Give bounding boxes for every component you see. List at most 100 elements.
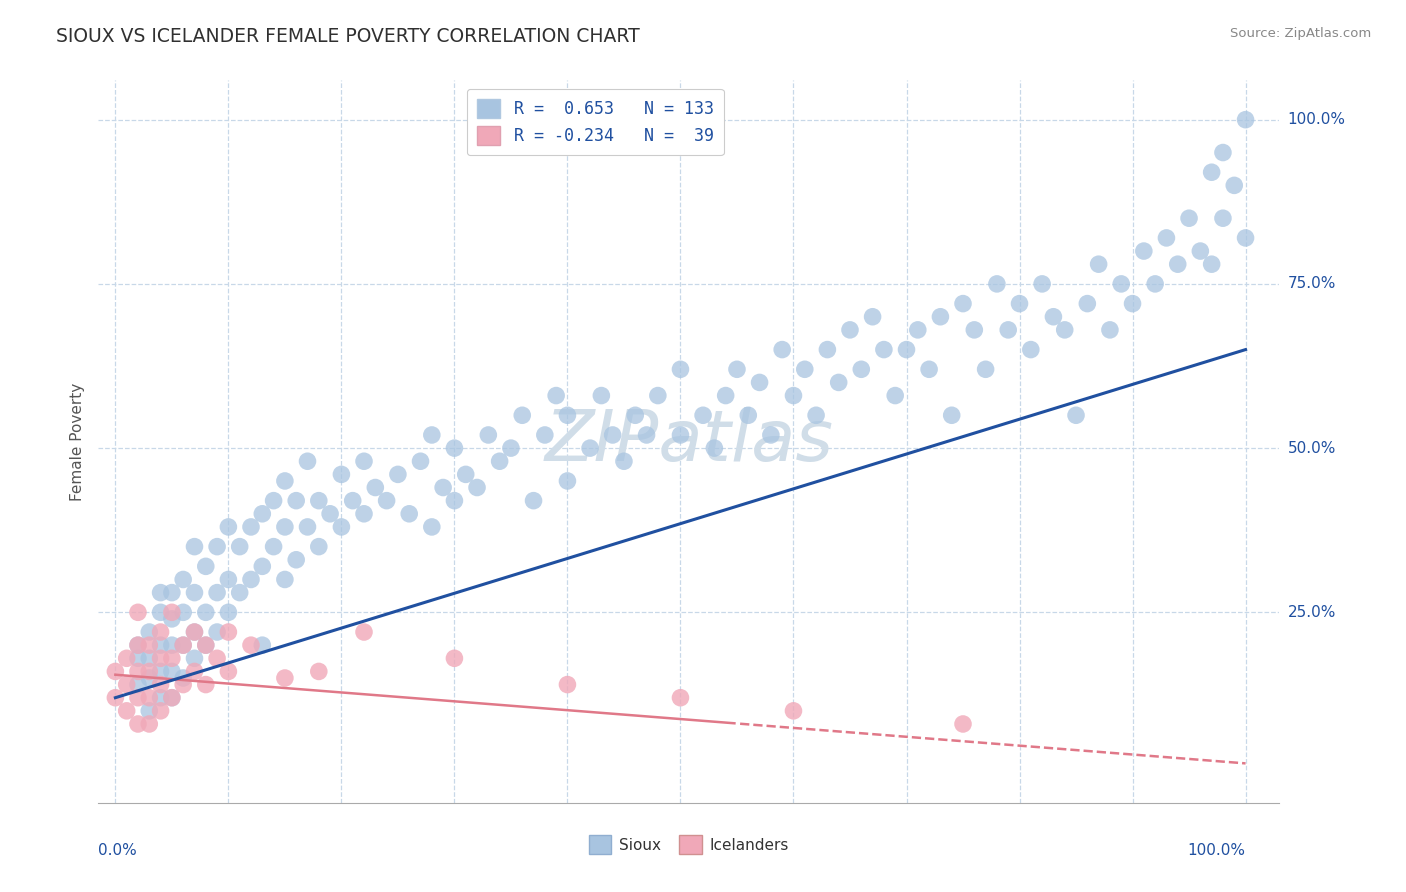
Point	[815, 343, 838, 357]
Point	[974, 362, 997, 376]
Text: SIOUX VS ICELANDER FEMALE POVERTY CORRELATION CHART: SIOUX VS ICELANDER FEMALE POVERTY CORREL…	[56, 27, 640, 45]
Point	[217, 665, 239, 679]
Point	[172, 638, 194, 652]
Point	[194, 677, 217, 691]
Point	[228, 540, 250, 554]
Point	[194, 638, 217, 652]
Text: 50.0%: 50.0%	[1288, 441, 1336, 456]
Point	[1201, 165, 1223, 179]
Text: 100.0%: 100.0%	[1188, 843, 1246, 857]
Point	[591, 388, 613, 402]
Point	[330, 467, 353, 482]
Point	[308, 665, 330, 679]
Point	[330, 520, 353, 534]
Point	[353, 625, 375, 640]
Point	[839, 323, 862, 337]
Point	[443, 651, 465, 665]
Point	[1189, 244, 1212, 258]
Point	[217, 520, 239, 534]
Point	[297, 520, 319, 534]
Point	[1156, 231, 1178, 245]
Point	[240, 573, 263, 587]
Point	[149, 690, 172, 705]
Point	[1098, 323, 1121, 337]
Point	[274, 520, 297, 534]
Point	[737, 409, 759, 423]
Point	[149, 704, 172, 718]
Point	[465, 481, 488, 495]
Point	[714, 388, 737, 402]
Point	[127, 638, 149, 652]
Text: 100.0%: 100.0%	[1288, 112, 1346, 128]
Point	[160, 690, 183, 705]
Point	[782, 704, 804, 718]
Point	[172, 638, 194, 652]
Point	[387, 467, 409, 482]
Point	[669, 362, 692, 376]
Point	[217, 625, 239, 640]
Point	[602, 428, 624, 442]
Point	[308, 493, 330, 508]
Point	[1064, 409, 1087, 423]
Point	[929, 310, 952, 324]
Point	[138, 625, 160, 640]
Point	[127, 605, 149, 619]
Point	[205, 651, 228, 665]
Point	[454, 467, 477, 482]
Point	[692, 409, 714, 423]
Point	[127, 651, 149, 665]
Point	[297, 454, 319, 468]
Point	[172, 573, 194, 587]
Point	[194, 638, 217, 652]
Point	[138, 690, 160, 705]
Point	[205, 625, 228, 640]
Point	[896, 343, 918, 357]
Point	[647, 388, 669, 402]
Point	[873, 343, 896, 357]
Point	[160, 651, 183, 665]
Point	[138, 671, 160, 685]
Point	[1167, 257, 1189, 271]
Point	[918, 362, 941, 376]
Point	[149, 605, 172, 619]
Point	[884, 388, 907, 402]
Point	[160, 665, 183, 679]
Point	[115, 704, 138, 718]
Point	[160, 605, 183, 619]
Point	[252, 507, 274, 521]
Point	[149, 638, 172, 652]
Point	[149, 677, 172, 691]
Point	[274, 474, 297, 488]
Point	[194, 559, 217, 574]
Point	[364, 481, 387, 495]
Point	[127, 690, 149, 705]
Point	[432, 481, 454, 495]
Point	[183, 625, 205, 640]
Point	[149, 585, 172, 599]
Point	[624, 409, 647, 423]
Point	[183, 625, 205, 640]
Point	[420, 520, 443, 534]
Point	[613, 454, 636, 468]
Point	[319, 507, 342, 521]
Point	[1212, 145, 1234, 160]
Point	[1076, 296, 1098, 310]
Point	[793, 362, 815, 376]
Point	[1234, 231, 1257, 245]
Point	[1122, 296, 1144, 310]
Point	[127, 638, 149, 652]
Point	[1133, 244, 1156, 258]
Point	[138, 717, 160, 731]
Point	[759, 428, 782, 442]
Point	[285, 553, 308, 567]
Point	[138, 704, 160, 718]
Point	[579, 441, 602, 455]
Point	[851, 362, 873, 376]
Point	[149, 625, 172, 640]
Point	[228, 585, 250, 599]
Point	[534, 428, 557, 442]
Point	[488, 454, 510, 468]
Point	[127, 665, 149, 679]
Point	[557, 474, 579, 488]
Point	[263, 493, 285, 508]
